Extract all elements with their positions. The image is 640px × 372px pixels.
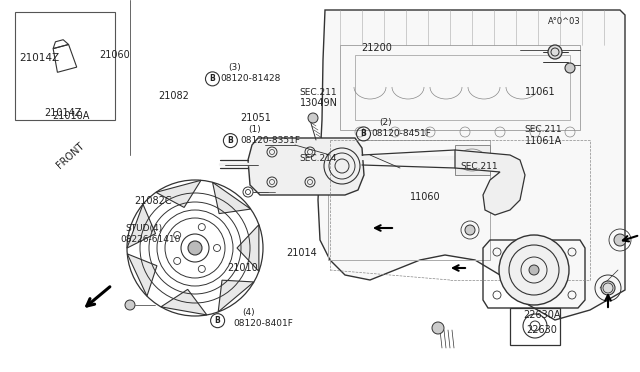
Text: SEC.211: SEC.211 [461,162,499,171]
Circle shape [465,225,475,235]
Circle shape [601,281,615,295]
Text: B: B [215,316,220,325]
Text: B: B [228,136,233,145]
Text: 21014: 21014 [287,248,317,258]
Text: FRONT: FRONT [54,141,86,170]
Circle shape [548,45,562,59]
Text: 11061A: 11061A [525,136,562,145]
Text: 21010A: 21010A [52,111,90,121]
Text: B: B [210,74,215,83]
Circle shape [529,265,539,275]
Text: 22630A: 22630A [524,311,561,320]
Circle shape [308,113,318,123]
Text: 21200: 21200 [362,43,392,52]
Polygon shape [156,180,201,208]
Circle shape [614,234,626,246]
Text: 22630: 22630 [526,326,557,335]
Circle shape [432,322,444,334]
Text: (2): (2) [379,118,392,127]
Polygon shape [318,10,625,320]
Polygon shape [127,254,157,296]
Text: 08120-81428: 08120-81428 [220,74,280,83]
Text: 08120-8401F: 08120-8401F [234,319,294,328]
Text: 21014Z: 21014Z [44,108,82,118]
Text: SEC.214: SEC.214 [300,154,337,163]
Text: 21014Z: 21014Z [20,53,60,62]
Text: (3): (3) [228,63,241,72]
Polygon shape [212,182,251,214]
Polygon shape [455,145,490,175]
Text: 08226-61410: 08226-61410 [120,235,180,244]
Text: (4): (4) [242,308,255,317]
Text: 21082: 21082 [159,91,189,101]
Polygon shape [218,280,254,312]
Polygon shape [248,138,364,195]
Text: (1): (1) [248,125,261,134]
Text: SEC.211: SEC.211 [525,125,563,134]
Text: 21060: 21060 [99,50,130,60]
Text: 08120-8351F: 08120-8351F [240,136,300,145]
Polygon shape [127,204,156,248]
Circle shape [125,300,135,310]
Polygon shape [455,150,525,215]
Text: 21082C: 21082C [134,196,172,206]
Text: SEC.211: SEC.211 [300,88,337,97]
Circle shape [565,63,575,73]
Text: A°0^03: A°0^03 [548,17,580,26]
Text: 21051: 21051 [240,113,271,123]
Text: 11060: 11060 [410,192,440,202]
Circle shape [499,235,569,305]
Text: 11061: 11061 [525,87,556,97]
Polygon shape [237,225,259,271]
Text: STUD(4): STUD(4) [125,224,163,233]
Text: 08120-8451F: 08120-8451F [371,129,431,138]
Polygon shape [161,289,207,315]
Text: 21010: 21010 [227,263,258,273]
Circle shape [188,241,202,255]
Text: 13049N: 13049N [300,99,337,108]
Text: B: B [361,129,366,138]
